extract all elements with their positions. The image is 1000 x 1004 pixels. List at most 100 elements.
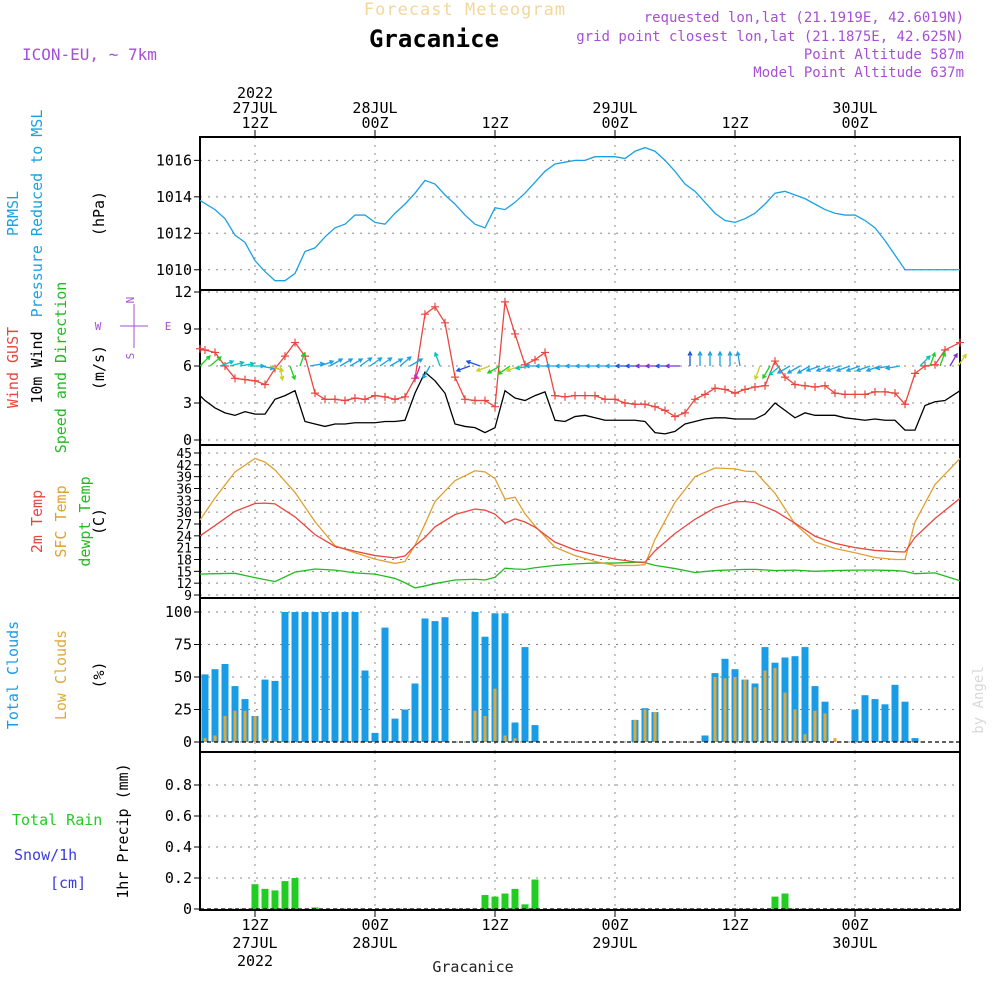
location-title: Gracanice <box>369 25 499 53</box>
low-cloud-bar <box>203 738 207 742</box>
legend-label: Low Clouds <box>52 630 70 720</box>
footer-location: Gracanice <box>432 958 513 976</box>
wind-gust-point <box>751 382 759 391</box>
wind-arrow <box>707 350 713 366</box>
wind-gust-point <box>721 385 729 394</box>
rain-bar <box>481 895 489 909</box>
wind-gust-point <box>591 391 599 400</box>
wind-arrow <box>486 365 501 374</box>
time-tick-label: 00Z <box>841 916 868 934</box>
wind-gust-point <box>351 394 359 403</box>
total-cloud-bar <box>281 612 289 742</box>
wind-arrow <box>455 365 471 373</box>
wind-gust-point <box>801 381 809 390</box>
y-axis-label: 1hr Precip (mm) <box>114 763 132 898</box>
rain-bar <box>281 881 289 909</box>
wind-gust-point <box>871 387 879 396</box>
total-cloud-bar <box>371 732 379 742</box>
total-cloud-bar <box>421 618 429 742</box>
wind-arrow <box>727 350 733 366</box>
wind-arrow <box>399 356 412 367</box>
low-cloud-bar <box>513 738 517 742</box>
total-cloud-bar <box>881 704 889 742</box>
time-tick-label: 30JUL <box>832 934 877 952</box>
time-tick-label: 30JUL <box>832 99 877 117</box>
time-tick-label: 27JUL <box>232 99 277 117</box>
wind-arrow <box>697 350 703 366</box>
wind-arrow <box>349 358 364 367</box>
total-cloud-bar <box>361 670 369 742</box>
wind-arrow <box>753 365 761 381</box>
rain-bar <box>311 907 319 909</box>
low-cloud-bar <box>823 713 827 742</box>
wind-gust-line <box>199 301 961 418</box>
rain-bar <box>511 888 519 909</box>
wind-gust-point <box>901 400 909 409</box>
total-cloud-bar <box>511 722 519 742</box>
wind-gust-point <box>621 399 629 407</box>
wind-gust-point <box>791 380 799 389</box>
wind-gust-point <box>341 396 349 405</box>
time-tick-label: 29JUL <box>592 99 637 117</box>
total-cloud-bar <box>531 725 539 742</box>
wind-gust-point <box>431 302 439 311</box>
time-tick-label: 2022 <box>237 84 273 102</box>
wind-gust-point <box>911 369 919 378</box>
total-cloud-bar <box>221 664 229 742</box>
wind-gust-point <box>321 395 329 404</box>
wind-arrow <box>229 360 245 367</box>
wind-gust-point <box>631 400 639 409</box>
wind-arrow <box>768 365 781 376</box>
rain-bar <box>521 904 529 909</box>
time-tick-label: 12Z <box>721 114 748 132</box>
y-tick-label: 36 <box>176 483 192 498</box>
y-axis-label: (%) <box>90 661 108 688</box>
time-tick-label: 27JUL <box>232 934 277 952</box>
y-tick-label: 9 <box>184 589 192 604</box>
wind-gust-point <box>641 400 649 409</box>
wind-arrow <box>835 365 851 373</box>
y-tick-label: 33 <box>176 494 192 509</box>
legend-label: Total Rain <box>12 811 102 829</box>
wind-arrow <box>957 353 967 367</box>
total-cloud-bar <box>901 701 909 742</box>
legend-label: SFC Temp <box>52 485 70 557</box>
total-cloud-bar <box>261 679 269 742</box>
y-tick-label: 0 <box>183 431 192 449</box>
y-tick-label: 0.2 <box>165 869 192 887</box>
total-cloud-bar <box>481 636 489 742</box>
wind-arrow <box>825 365 841 373</box>
wind-arrow <box>279 365 285 382</box>
total-cloud-bar <box>801 647 809 742</box>
low-cloud-bar <box>243 710 247 742</box>
time-tick-label: 12Z <box>241 114 268 132</box>
wind-gust-point <box>331 395 339 404</box>
y-tick-label: 0 <box>183 733 192 751</box>
time-tick-label: 28JUL <box>352 934 397 952</box>
total-cloud-bar <box>701 735 709 742</box>
time-tick-label: 28JUL <box>352 99 397 117</box>
panel-4: 0 0.2 0.4 0.6 0.8 1hr Precip (mm) Total Rain Sn… <box>12 751 961 918</box>
total-cloud-bar <box>321 612 329 742</box>
wind-arrow <box>413 365 421 381</box>
y-tick-label: 1010 <box>156 261 192 279</box>
wind-arrow <box>379 357 393 367</box>
wind-gust-point <box>651 402 659 411</box>
wind-gust-point <box>861 390 869 399</box>
panel-0: 1010 1012 1014 1016 (hPa) PRMSL Pressure Reduc… <box>4 110 961 317</box>
wind-speed-line <box>199 371 961 435</box>
compass-letter: S <box>124 353 137 360</box>
wind-gust-point <box>371 391 379 400</box>
point-altitude: Point Altitude 587m <box>804 47 964 63</box>
wind-arrow <box>422 365 431 380</box>
y-tick-label: 9 <box>183 320 192 338</box>
time-tick-label: 29JUL <box>592 934 637 952</box>
y-tick-label: 15 <box>176 565 192 580</box>
wind-arrow <box>939 351 947 367</box>
low-cloud-bar <box>753 687 757 742</box>
wind-arrow <box>884 365 901 371</box>
wind-arrow <box>475 365 491 373</box>
time-tick-label: 12Z <box>481 114 508 132</box>
wind-gust-point <box>611 395 619 404</box>
